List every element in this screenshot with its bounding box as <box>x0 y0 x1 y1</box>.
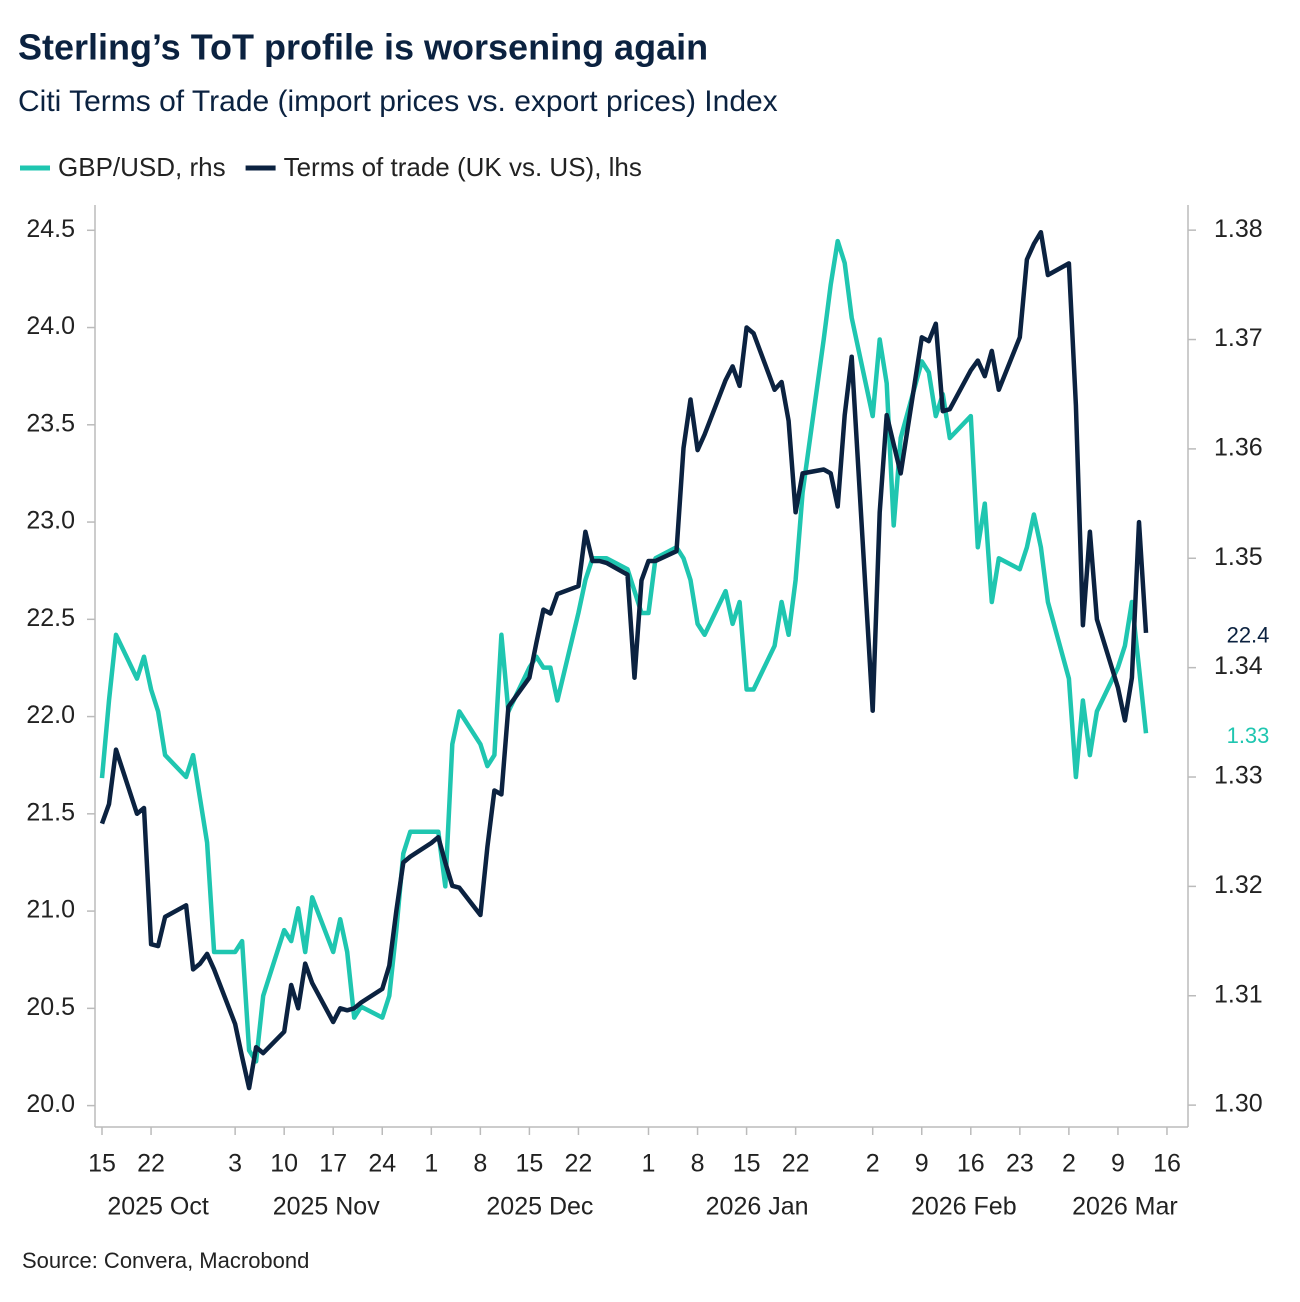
x-tick-label: 2 <box>866 1150 880 1178</box>
y2-tick-label: 1.35 <box>1214 543 1263 571</box>
y-tick-label: 20.5 <box>26 993 75 1021</box>
x-group-label: 2026 Feb <box>911 1193 1017 1221</box>
y-tick-label: 20.0 <box>26 1090 75 1118</box>
x-tick-label: 16 <box>957 1150 985 1178</box>
series-line <box>99 238 1149 1064</box>
y2-tick-label: 1.36 <box>1214 434 1263 462</box>
y2-tick-label: 1.37 <box>1214 324 1263 352</box>
y-tick-label: 21.0 <box>26 896 75 924</box>
x-group-label: 2026 Jan <box>706 1193 809 1221</box>
x-tick-label: 22 <box>782 1150 810 1178</box>
y-tick-label: 23.5 <box>26 409 75 437</box>
y2-tick-label: 1.34 <box>1214 652 1263 680</box>
y2-tick-label: 1.30 <box>1214 1090 1263 1118</box>
x-tick-label: 17 <box>319 1150 347 1178</box>
y-tick-label: 23.0 <box>26 507 75 535</box>
source-note: Source: Convera, Macrobond <box>22 1248 309 1273</box>
x-tick-label: 15 <box>733 1150 761 1178</box>
x-tick-label: 22 <box>137 1150 165 1178</box>
x-tick-label: 23 <box>1006 1150 1034 1178</box>
x-group-label: 2025 Oct <box>107 1193 209 1221</box>
x-tick-label: 10 <box>270 1150 298 1178</box>
x-tick-label: 9 <box>915 1150 929 1178</box>
x-group-label: 2025 Nov <box>273 1193 381 1221</box>
y2-tick-label: 1.38 <box>1214 215 1263 243</box>
y-tick-label: 21.5 <box>26 798 75 826</box>
x-tick-label: 8 <box>691 1150 705 1178</box>
y-tick-label: 22.5 <box>26 604 75 632</box>
x-tick-label: 15 <box>88 1150 116 1178</box>
x-group-label: 2026 Mar <box>1072 1193 1178 1221</box>
y2-tick-label: 1.32 <box>1214 871 1263 899</box>
chart-subtitle: Citi Terms of Trade (import prices vs. e… <box>18 85 778 118</box>
x-tick-label: 9 <box>1111 1150 1125 1178</box>
y2-tick-label: 1.31 <box>1214 980 1263 1008</box>
y2-tick-label: 1.33 <box>1214 762 1263 790</box>
x-tick-label: 1 <box>424 1150 438 1178</box>
x-tick-label: 8 <box>473 1150 487 1178</box>
x-tick-label: 2 <box>1062 1150 1076 1178</box>
x-tick-label: 1 <box>642 1150 656 1178</box>
x-tick-label: 22 <box>565 1150 593 1178</box>
x-tick-label: 3 <box>228 1150 242 1178</box>
chart-title: Sterling’s ToT profile is worsening agai… <box>18 27 708 68</box>
legend-label: Terms of trade (UK vs. US), lhs <box>284 152 642 182</box>
y-tick-label: 24.0 <box>26 312 75 340</box>
series-line <box>99 229 1149 1091</box>
end-label: 1.33 <box>1227 723 1270 748</box>
x-group-label: 2025 Dec <box>486 1193 593 1221</box>
x-tick-label: 16 <box>1153 1150 1181 1178</box>
y-tick-label: 24.5 <box>26 215 75 243</box>
y-tick-label: 22.0 <box>26 701 75 729</box>
x-tick-label: 24 <box>368 1150 396 1178</box>
legend-label: GBP/USD, rhs <box>58 152 226 182</box>
x-tick-label: 15 <box>515 1150 543 1178</box>
end-label: 22.4 <box>1227 623 1270 648</box>
